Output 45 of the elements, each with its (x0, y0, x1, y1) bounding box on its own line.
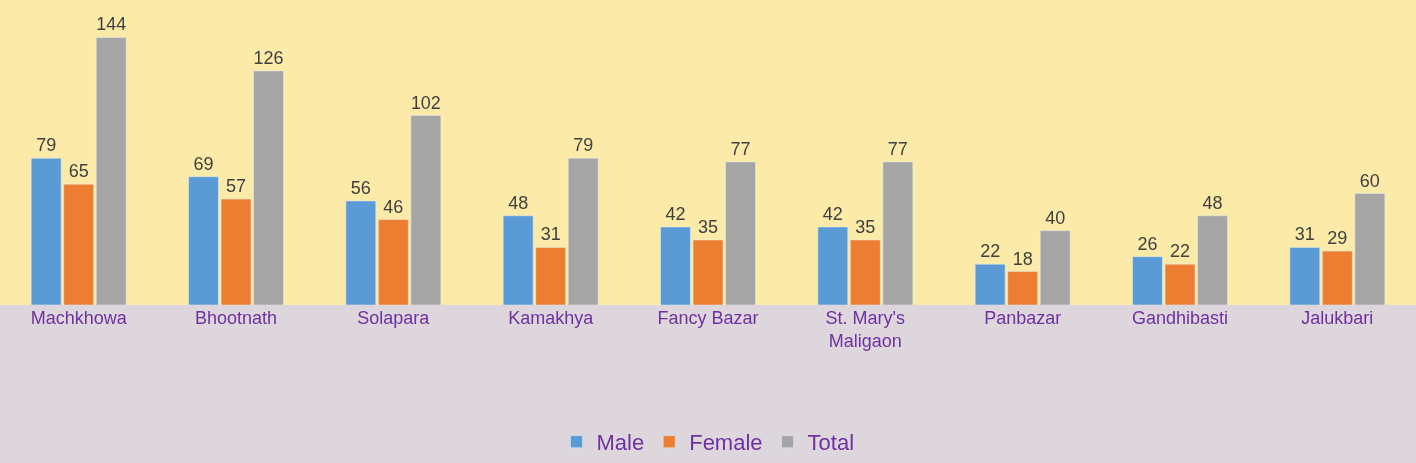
data-label: 46 (383, 196, 404, 217)
data-label: 29 (1327, 228, 1348, 249)
x-tick-label: Machkhowa (30, 308, 128, 328)
bar (345, 200, 377, 305)
data-label: 102 (410, 92, 441, 113)
x-tick-label: Fancy Bazar (657, 308, 759, 328)
x-tick-label: St. Mary's Maligaon (825, 308, 906, 352)
data-label: 48 (1202, 192, 1223, 213)
data-label: 31 (540, 224, 561, 245)
data-label: 65 (68, 161, 89, 182)
data-label: 42 (665, 203, 686, 224)
data-label: 144 (96, 14, 127, 35)
x-tick-label: Kamakhya (508, 308, 595, 328)
data-label: 35 (855, 216, 876, 237)
data-label: 60 (1359, 170, 1380, 191)
data-label: 18 (1012, 248, 1033, 269)
bar (95, 37, 127, 305)
legend-label: Female (689, 430, 763, 456)
x-tick-label: Solapara (357, 308, 431, 328)
bar (817, 226, 849, 305)
legend-label: Male (596, 430, 645, 456)
data-label: 22 (1169, 241, 1191, 262)
x-tick-label: Bhootnath (194, 308, 278, 328)
x-tick-label: Jalukbari (1301, 308, 1374, 328)
data-label: 22 (980, 241, 1001, 262)
data-label: 42 (822, 203, 843, 224)
data-label: 35 (697, 216, 719, 237)
bar (1039, 230, 1071, 305)
data-label: 31 (1294, 224, 1315, 245)
data-label: 77 (887, 138, 908, 159)
legend-label: Total (807, 430, 855, 456)
data-label: 57 (225, 176, 247, 197)
data-label: 79 (36, 135, 57, 156)
data-label: 79 (573, 135, 594, 156)
data-label: 126 (253, 47, 284, 68)
data-label: 77 (730, 138, 751, 159)
bar (567, 157, 599, 305)
data-label: 40 (1045, 207, 1066, 228)
data-label: 69 (193, 153, 214, 174)
x-tick-label: Panbazar (984, 308, 1062, 328)
data-label: 26 (1137, 233, 1158, 254)
data-label: 48 (508, 192, 529, 213)
data-label: 56 (350, 177, 371, 198)
x-tick-label: Gandhibasti (1131, 308, 1229, 328)
bar (1289, 247, 1321, 305)
